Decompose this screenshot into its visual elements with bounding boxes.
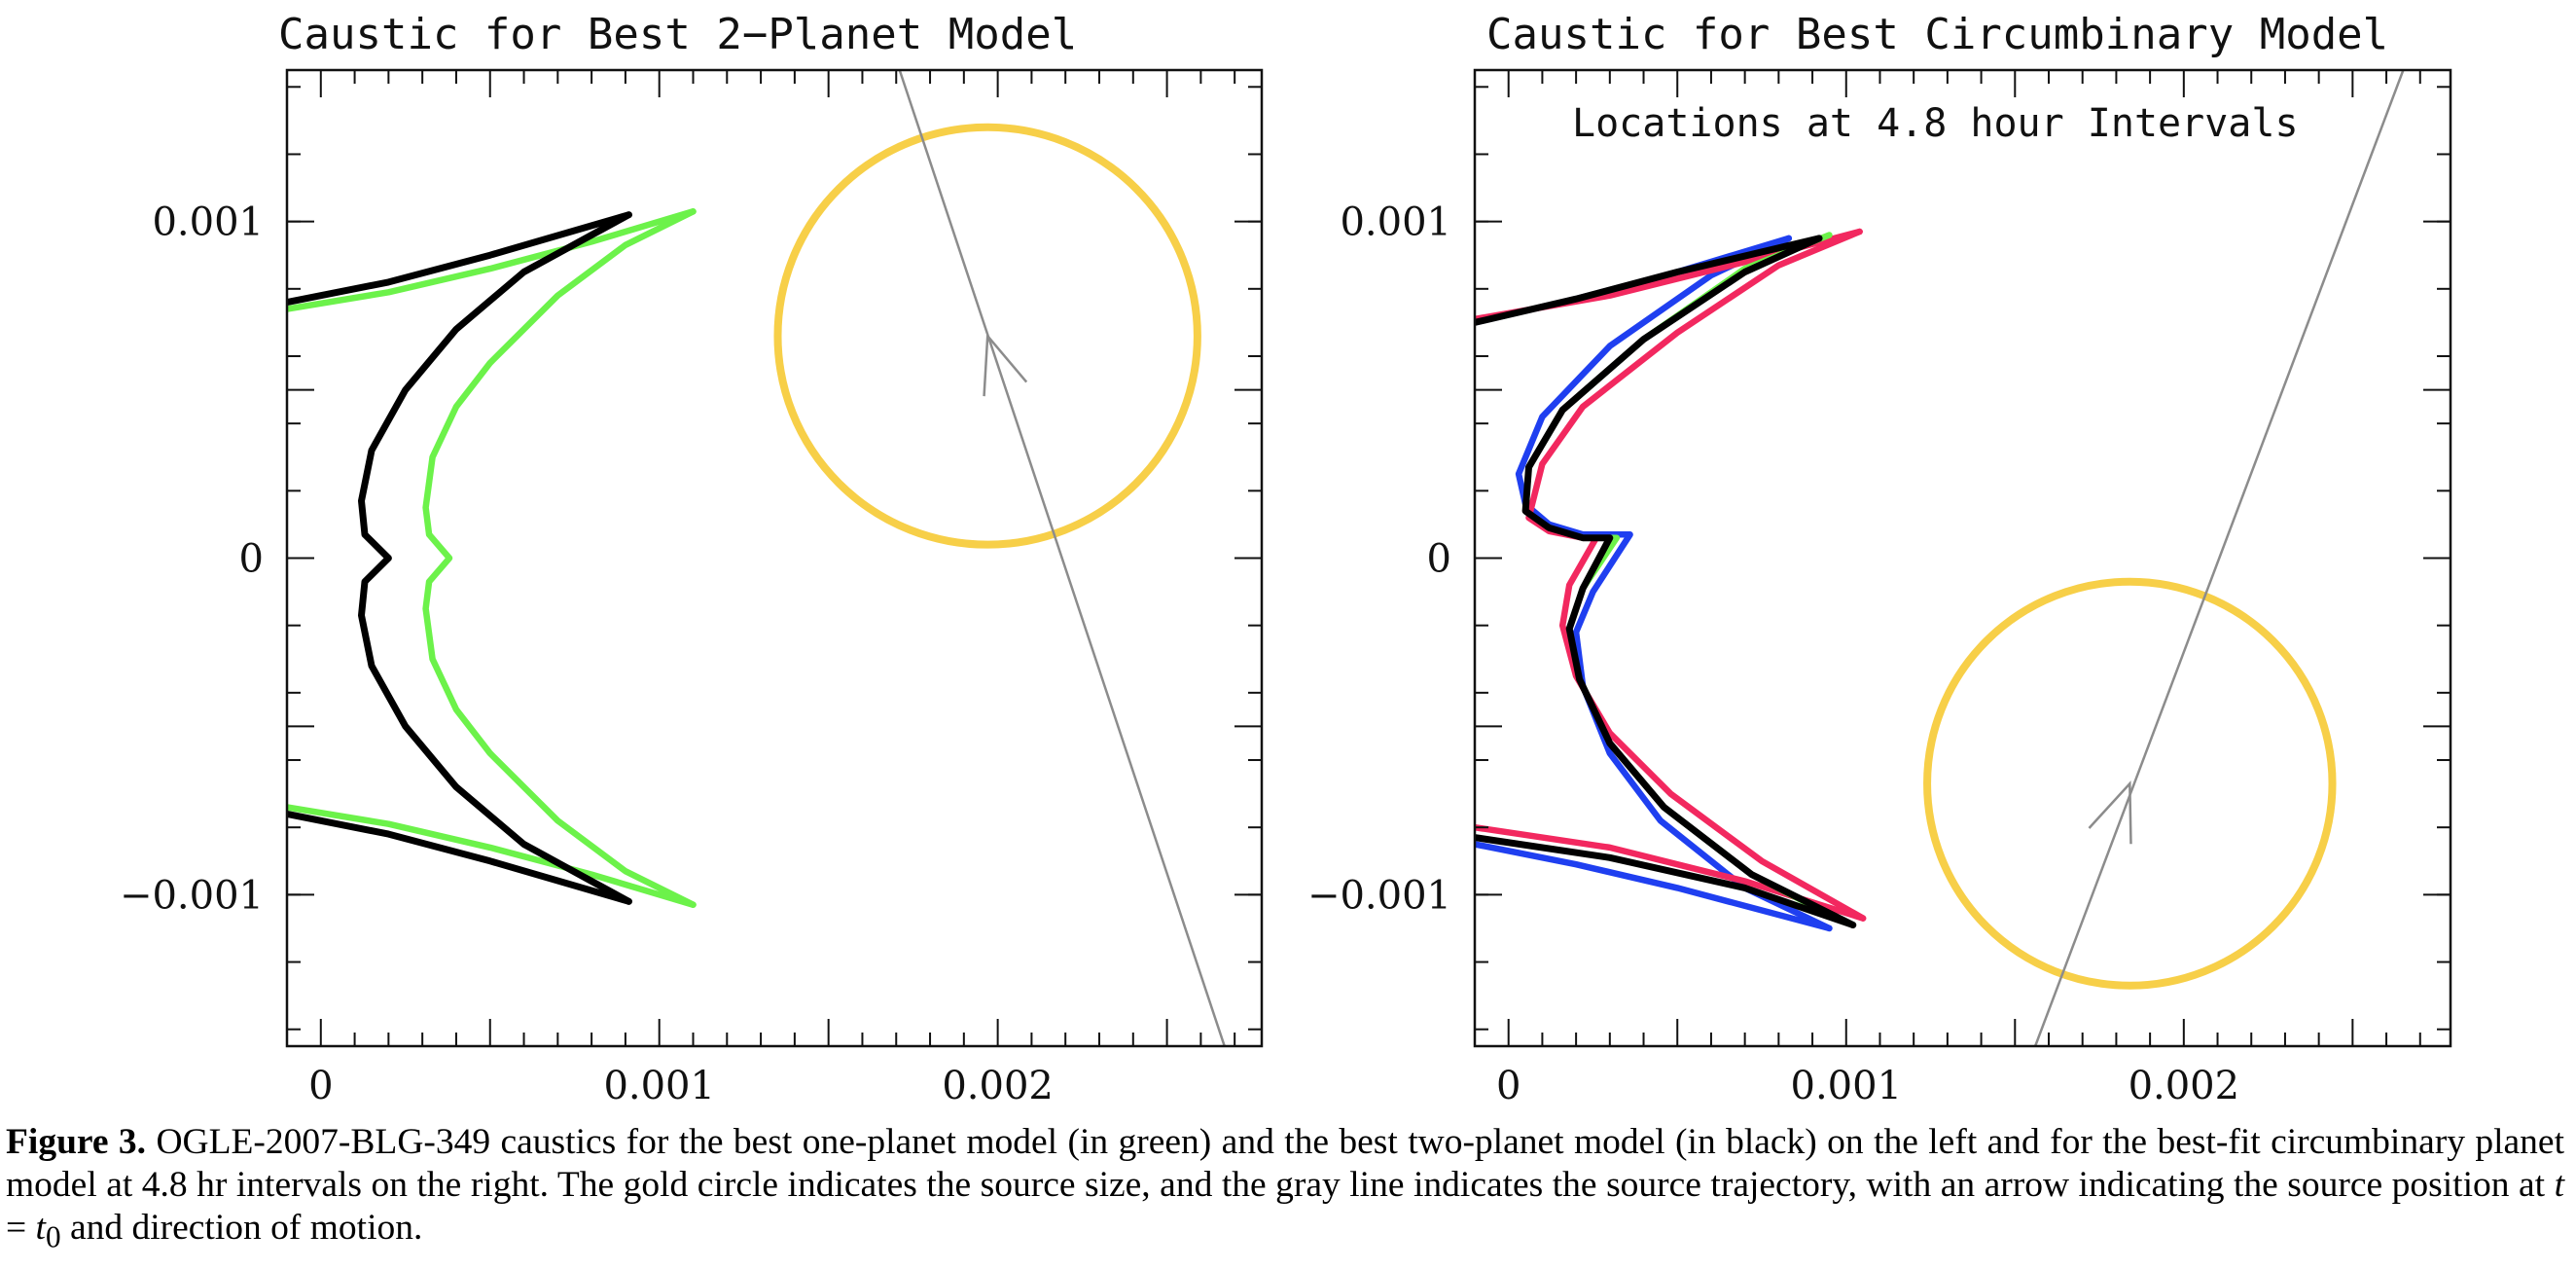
chart-marks — [1475, 70, 2405, 1046]
caption-math-eq: = — [6, 1208, 36, 1248]
caustic-curve-3 — [358, 211, 632, 905]
caustic-curve-2 — [287, 804, 697, 908]
axis-tick-labels: 0 0.001 0.002 0.001 0 −0.001 — [120, 200, 1054, 1108]
caustic-curve-4 — [287, 211, 632, 307]
direction-arrow — [2088, 780, 2132, 845]
caustic-curve-2 — [1475, 841, 1833, 932]
x-tick-label: 0.002 — [942, 1064, 1054, 1108]
axis-tick-labels: 0 0.001 0.002 0.001 0 −0.001 — [1307, 200, 2239, 1108]
axis-ticks — [1474, 70, 2451, 1046]
y-tick-label: 0.001 — [1340, 200, 1451, 245]
caustic-curve-1 — [287, 208, 697, 312]
panel-title: Caustic for Best 2−Planet Model — [278, 10, 1077, 59]
x-tick-label: 0.001 — [1791, 1064, 1903, 1108]
source-size-circle — [1923, 577, 2337, 990]
caption-text: OGLE-2007-BLG-349 caustics for the best … — [6, 1122, 2564, 1205]
y-tick-label: −0.001 — [1307, 873, 1451, 918]
caption-math-sub: 0 — [45, 1219, 61, 1254]
caustic-curve-8 — [1475, 235, 1823, 326]
source-trajectory-line — [2033, 70, 2405, 1046]
axis-ticks — [286, 70, 1262, 1046]
x-tick-label: 0 — [1496, 1064, 1521, 1108]
caustic-curve-3 — [1525, 228, 1867, 922]
x-tick-label: 0 — [308, 1064, 333, 1108]
source-trajectory-line — [898, 70, 1226, 1046]
y-tick-label: 0 — [239, 537, 264, 582]
caustic-curve-7 — [1521, 235, 1857, 928]
caustic-curve-0 — [422, 208, 697, 908]
x-tick-label: 0.001 — [603, 1064, 715, 1108]
figure-caption: Figure 3. OGLE-2007-BLG-349 caustics for… — [6, 1121, 2564, 1259]
caption-math-t0: t — [35, 1208, 46, 1248]
caption-text-end: and direction of motion. — [60, 1208, 423, 1248]
caustic-curve-9 — [1475, 834, 1857, 928]
caustic-curve-5 — [287, 810, 632, 905]
panel-title: Caustic for Best Circumbinary Model — [1486, 10, 2388, 59]
panel-annotation: Locations at 4.8 hour Intervals — [1572, 101, 2299, 146]
caustic-two-planet-panel: Caustic for Best 2−Planet Model 0 0.001 0.… — [120, 10, 1264, 1108]
caustic-curve-0 — [1515, 235, 1833, 932]
chart-marks — [287, 70, 1226, 1046]
caption-math-t: t — [2554, 1165, 2564, 1205]
y-tick-label: −0.001 — [120, 873, 264, 918]
source-size-circle — [773, 123, 1201, 549]
y-tick-label: 0 — [1427, 537, 1451, 582]
x-tick-label: 0.002 — [2129, 1064, 2240, 1108]
direction-arrow — [983, 333, 1028, 397]
y-tick-label: 0.001 — [152, 200, 264, 245]
figure-area: Caustic for Best 2−Planet Model 0 0.001 0.… — [120, 10, 2452, 1108]
caustic-circumbinary-panel: Caustic for Best Circumbinary Model Loca… — [1307, 10, 2452, 1108]
caption-label: Figure 3. — [6, 1122, 147, 1162]
